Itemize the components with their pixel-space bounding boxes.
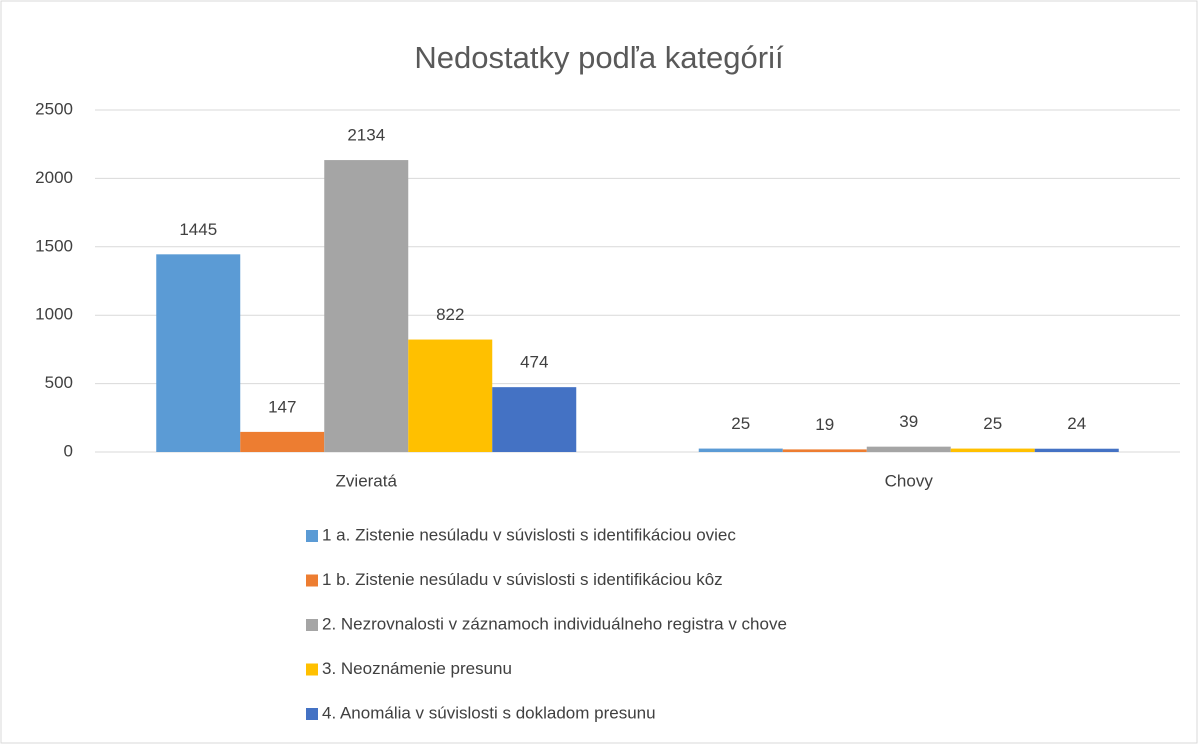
legend-label: 3. Neoznámenie presunu — [322, 659, 512, 678]
data-label: 19 — [815, 415, 834, 434]
bar — [240, 431, 325, 452]
bar — [492, 387, 577, 452]
legend-swatch — [306, 530, 318, 542]
legend-swatch — [306, 574, 318, 587]
legend-label: 4. Anomália v súvislosti s dokladom pres… — [322, 703, 656, 722]
y-tick-label: 2500 — [35, 99, 73, 118]
bar — [156, 254, 241, 452]
legend-label: 1 a. Zistenie nesúladu v súvislosti s id… — [322, 525, 736, 544]
y-tick-label: 2000 — [35, 168, 73, 187]
bar — [698, 448, 783, 452]
data-label: 25 — [983, 414, 1002, 433]
y-tick-label: 1500 — [35, 236, 73, 255]
bar — [408, 339, 493, 452]
legend-label: 1 b. Zistenie nesúladu v súvislosti s id… — [322, 570, 723, 589]
data-label: 25 — [731, 414, 750, 433]
x-tick-label: Zvieratá — [336, 471, 398, 490]
legend-swatch — [306, 619, 318, 631]
bar — [1034, 448, 1119, 452]
bar — [782, 449, 867, 452]
y-tick-label: 500 — [45, 373, 73, 392]
data-label: 39 — [899, 412, 918, 431]
legend-label: 2. Nezrovnalosti v záznamoch individuáln… — [322, 614, 787, 633]
bar — [324, 160, 409, 453]
data-label: 822 — [436, 305, 464, 324]
data-label: 1445 — [179, 220, 217, 239]
legend-swatch — [306, 663, 318, 676]
y-tick-label: 0 — [64, 441, 73, 460]
bar — [950, 448, 1035, 452]
bar — [866, 446, 951, 452]
legend-swatch — [306, 708, 318, 720]
data-label: 147 — [268, 397, 296, 416]
data-label: 24 — [1067, 414, 1086, 433]
data-label: 2134 — [347, 126, 385, 145]
data-label: 474 — [520, 353, 548, 372]
y-tick-label: 1000 — [35, 305, 73, 324]
x-tick-label: Chovy — [885, 471, 934, 490]
chart-title: Nedostatky podľa kategórií — [414, 40, 784, 75]
